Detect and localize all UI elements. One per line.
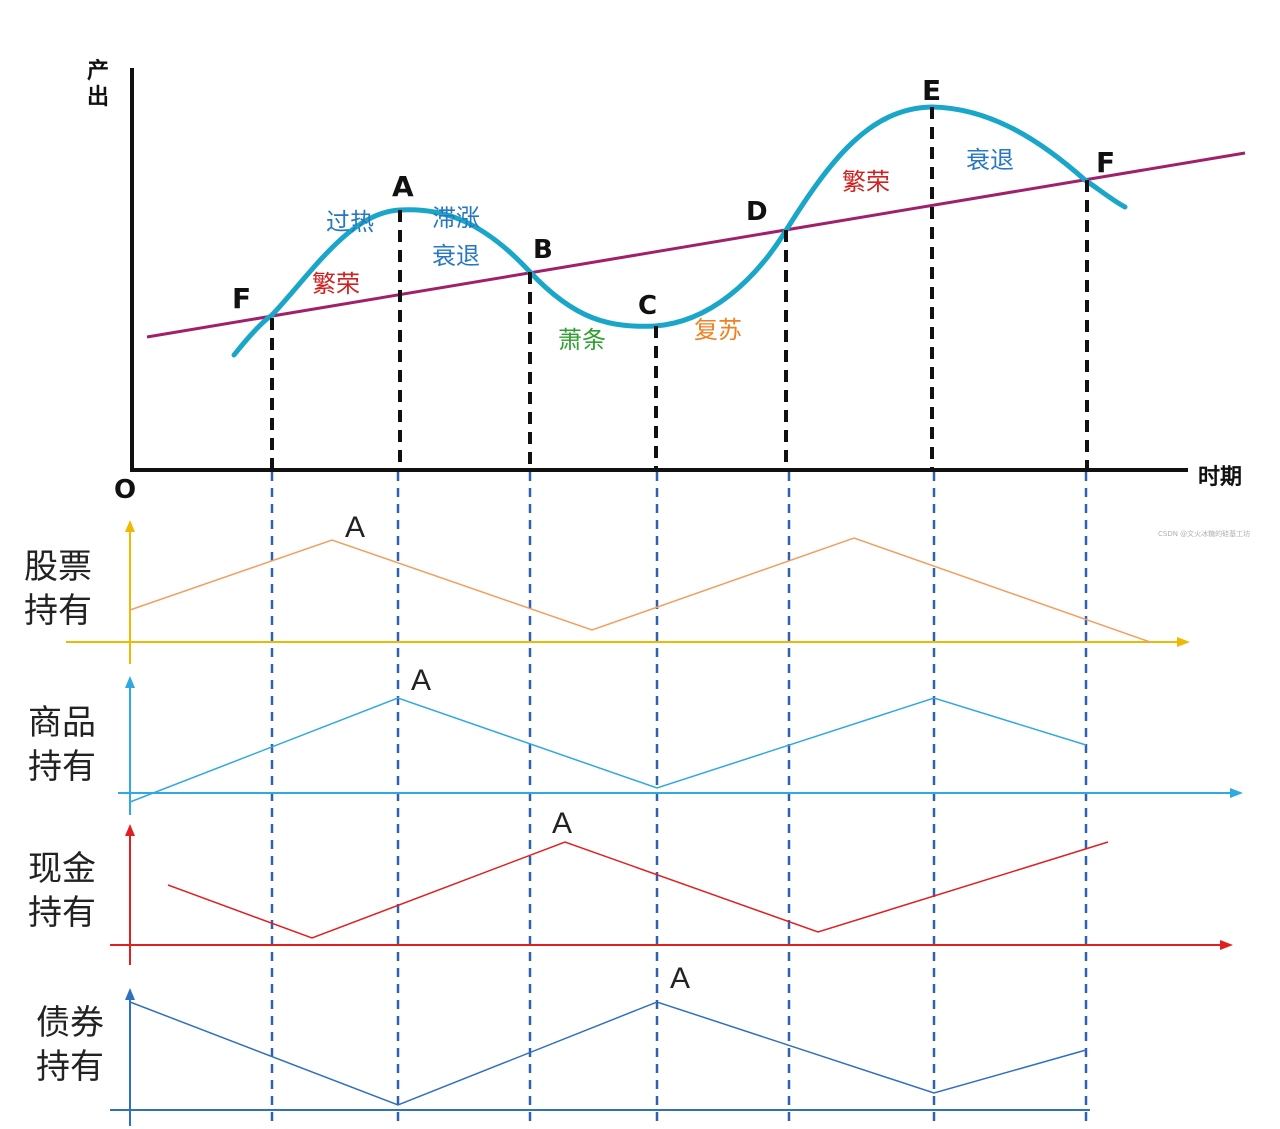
row-commodities-holding-line — [129, 697, 1087, 803]
row-cash-holding-line — [167, 841, 1109, 939]
row-cash: 现金 持有 A — [28, 807, 1233, 965]
point-label-C: C — [638, 291, 657, 321]
phase-stagflation: 滞涨 — [432, 204, 480, 232]
point-label-F1: F — [232, 282, 251, 315]
row-cash-y-arrow — [125, 824, 135, 836]
row-stocks-label-line2: 持有 — [24, 591, 92, 631]
trend-line — [146, 151, 1246, 339]
row-commodities-peak-label: A — [411, 664, 431, 697]
row-stocks-y-arrow — [125, 520, 135, 532]
row-bonds-peak-label: A — [670, 962, 690, 995]
row-bonds-label-line2: 持有 — [36, 1047, 104, 1087]
row-commodities-label-line1: 商品 — [28, 703, 96, 743]
row-stocks-x-arrow — [1177, 637, 1190, 647]
row-cash-peak-label: A — [552, 807, 572, 840]
row-bonds: 债券 持有 A — [36, 962, 1090, 1126]
row-cash-label-line1: 现金 — [28, 849, 96, 889]
phase-recovery: 复苏 — [694, 316, 742, 344]
point-label-A: A — [392, 170, 414, 203]
row-commodities-x-arrow — [1230, 788, 1243, 798]
cycle-curve — [231, 104, 1128, 358]
watermark: CSDN @文火冰糖的硅基工坊 — [1158, 529, 1250, 538]
point-label-D: D — [746, 197, 768, 227]
row-bonds-label-line1: 债券 — [36, 1003, 104, 1043]
row-stocks: 股票 持有 A CSDN @文火冰糖的硅基工坊 — [24, 511, 1250, 664]
phase-boundaries — [270, 107, 1089, 470]
row-stocks-holding-line — [129, 537, 1151, 643]
row-stocks-label-line1: 股票 — [24, 547, 92, 587]
row-cash-x-arrow — [1220, 940, 1233, 950]
row-cash-label-line2: 持有 — [28, 893, 96, 933]
row-commodities-label-line2: 持有 — [28, 747, 96, 787]
y-axis-label-char1: 产 — [87, 59, 109, 84]
row-stocks-peak-label: A — [345, 511, 365, 544]
y-axis-label-char2: 出 — [87, 85, 109, 110]
point-label-E: E — [922, 74, 941, 107]
phase-overheat: 过热 — [326, 208, 374, 236]
phase-depression: 萧条 — [558, 326, 606, 354]
row-bonds-holding-line — [129, 1001, 1087, 1106]
point-label-F2: F — [1096, 146, 1115, 179]
x-axis-label: 时期 — [1198, 465, 1242, 490]
phase-prosperity-1: 繁荣 — [312, 270, 360, 298]
guide-lines — [270, 472, 1088, 1125]
row-commodities: 商品 持有 A — [28, 664, 1243, 815]
origin-label: O — [114, 475, 136, 505]
row-bonds-y-arrow — [125, 988, 135, 1000]
phase-prosperity-2: 繁荣 — [842, 168, 890, 196]
point-label-B: B — [533, 235, 553, 265]
business-cycle-chart: 产 出 时期 O F A B C D E F 繁荣 过热 滞涨 衰退 萧条 — [87, 59, 1246, 505]
row-commodities-y-arrow — [125, 676, 135, 688]
phase-recession-1: 衰退 — [432, 242, 480, 270]
phase-recession-2: 衰退 — [966, 146, 1014, 174]
